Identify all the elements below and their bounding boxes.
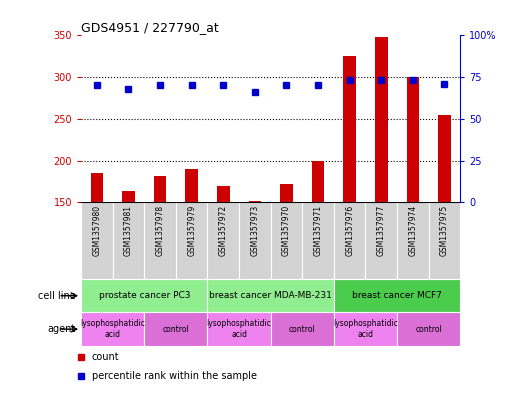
- Text: GSM1357981: GSM1357981: [124, 205, 133, 256]
- Text: cell line: cell line: [38, 291, 76, 301]
- Bar: [176, 202, 208, 279]
- Bar: [302, 202, 334, 279]
- Bar: [185, 169, 198, 202]
- Text: lysophosphatidic
acid: lysophosphatidic acid: [207, 320, 271, 339]
- Bar: [366, 202, 397, 279]
- Bar: [112, 202, 144, 279]
- Text: GSM1357977: GSM1357977: [377, 205, 386, 256]
- Text: prostate cancer PC3: prostate cancer PC3: [98, 291, 190, 300]
- Text: count: count: [92, 352, 119, 362]
- Bar: [81, 279, 208, 312]
- Text: GDS4951 / 227790_at: GDS4951 / 227790_at: [81, 21, 219, 34]
- Bar: [122, 191, 135, 202]
- Bar: [81, 312, 144, 346]
- Bar: [429, 202, 460, 279]
- Text: control: control: [289, 325, 315, 334]
- Text: control: control: [415, 325, 442, 334]
- Text: GSM1357970: GSM1357970: [282, 205, 291, 256]
- Bar: [334, 279, 460, 312]
- Text: lysophosphatidic
acid: lysophosphatidic acid: [80, 320, 145, 339]
- Bar: [438, 115, 451, 202]
- Text: GSM1357974: GSM1357974: [408, 205, 417, 256]
- Bar: [334, 202, 366, 279]
- Text: GSM1357975: GSM1357975: [440, 205, 449, 256]
- Text: GSM1357971: GSM1357971: [314, 205, 323, 256]
- Bar: [239, 202, 271, 279]
- Bar: [375, 37, 388, 202]
- Bar: [208, 279, 334, 312]
- Bar: [271, 312, 334, 346]
- Text: percentile rank within the sample: percentile rank within the sample: [92, 371, 256, 382]
- Text: GSM1357978: GSM1357978: [155, 205, 165, 256]
- Bar: [144, 202, 176, 279]
- Text: control: control: [163, 325, 189, 334]
- Bar: [397, 202, 429, 279]
- Text: breast cancer MDA-MB-231: breast cancer MDA-MB-231: [209, 291, 332, 300]
- Text: GSM1357976: GSM1357976: [345, 205, 354, 256]
- Text: breast cancer MCF7: breast cancer MCF7: [352, 291, 442, 300]
- Bar: [280, 184, 293, 202]
- Text: agent: agent: [48, 324, 76, 334]
- Bar: [312, 161, 324, 202]
- Text: GSM1357973: GSM1357973: [251, 205, 259, 256]
- Text: GSM1357980: GSM1357980: [93, 205, 101, 256]
- Bar: [248, 201, 261, 202]
- Bar: [208, 312, 271, 346]
- Bar: [81, 202, 112, 279]
- Bar: [271, 202, 302, 279]
- Bar: [406, 77, 419, 202]
- Bar: [334, 312, 397, 346]
- Bar: [343, 56, 356, 202]
- Bar: [144, 312, 208, 346]
- Text: GSM1357979: GSM1357979: [187, 205, 196, 256]
- Bar: [208, 202, 239, 279]
- Bar: [90, 173, 103, 202]
- Bar: [154, 176, 166, 202]
- Bar: [397, 312, 460, 346]
- Text: lysophosphatidic
acid: lysophosphatidic acid: [333, 320, 398, 339]
- Text: GSM1357972: GSM1357972: [219, 205, 228, 256]
- Bar: [217, 185, 230, 202]
